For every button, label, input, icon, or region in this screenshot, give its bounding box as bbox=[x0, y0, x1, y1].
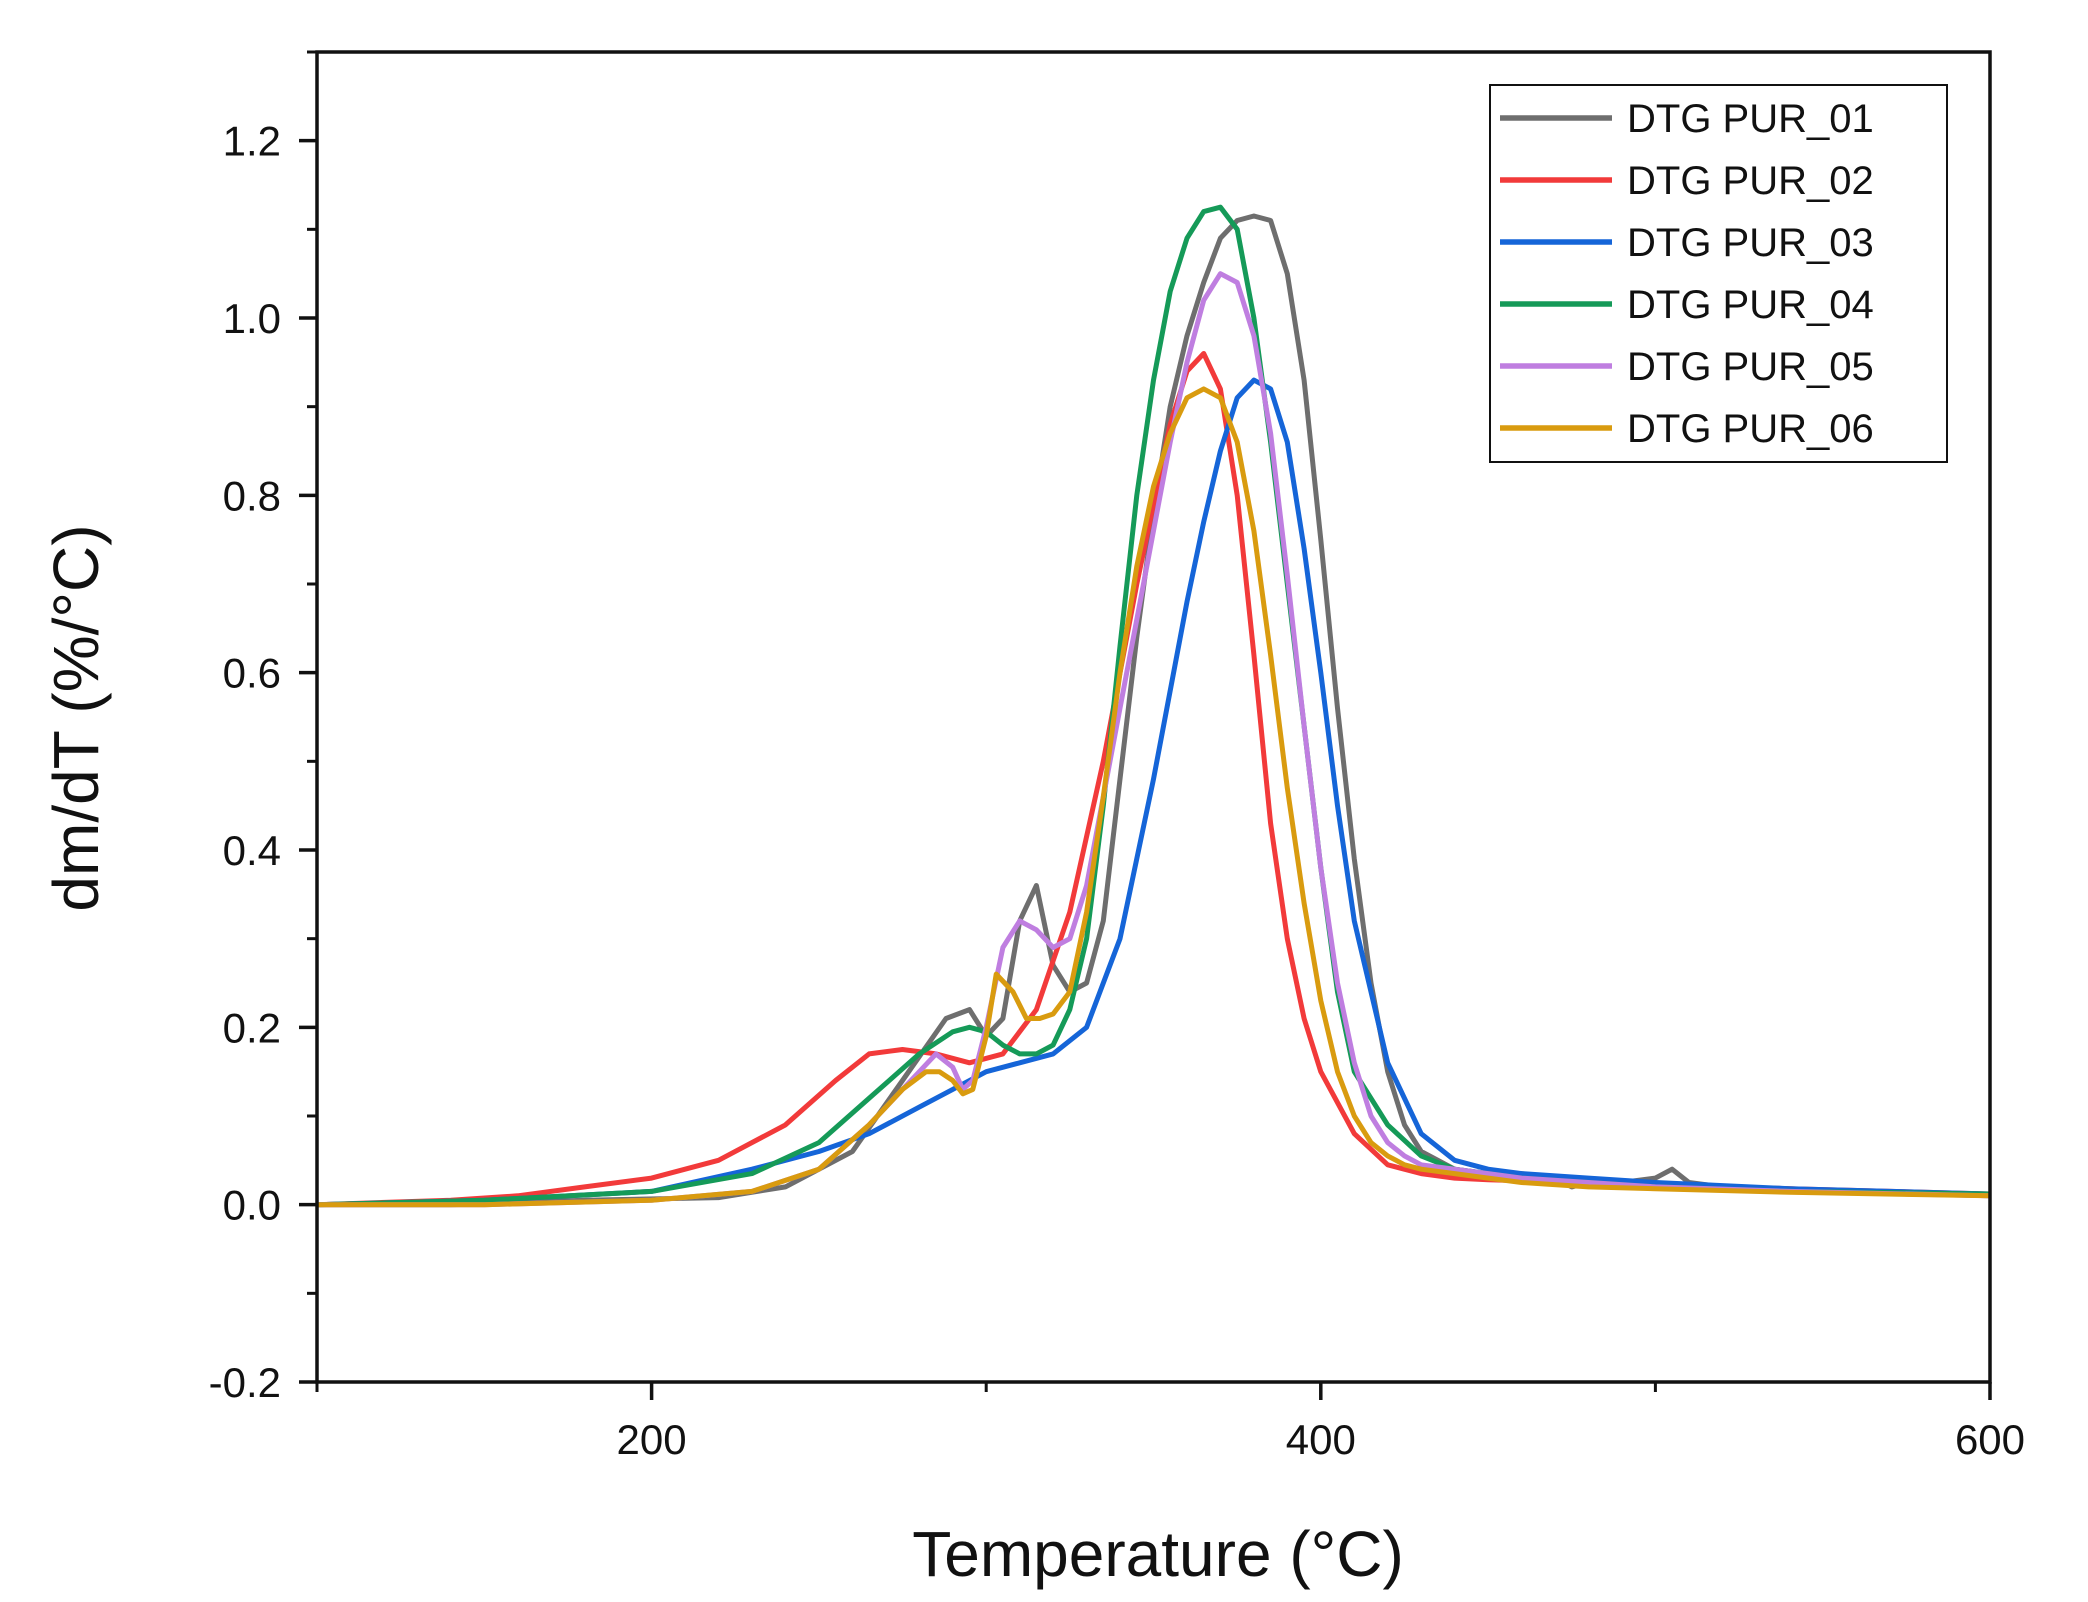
legend-label-6: DTG PUR_06 bbox=[1627, 407, 1874, 451]
y-tick-label: 0.2 bbox=[223, 1004, 281, 1051]
series-line-6 bbox=[317, 386, 1990, 1208]
x-axis-title: Temperature (°C) bbox=[912, 1518, 1404, 1590]
y-tick-label: 0.6 bbox=[223, 650, 281, 697]
y-axis-title: dm/dT (%/°C) bbox=[40, 524, 112, 911]
y-tick-label: -0.2 bbox=[209, 1359, 281, 1406]
legend: DTG PUR_01 DTG PUR_02 DTG PUR_03 DTG PUR_04… bbox=[1489, 84, 1948, 463]
y-tick-label: 0.4 bbox=[223, 827, 281, 874]
x-tick-label: 200 bbox=[617, 1416, 687, 1463]
legend-label-3: DTG PUR_03 bbox=[1627, 221, 1874, 265]
y-tick-label: 1.0 bbox=[223, 295, 281, 342]
legend-label-5: DTG PUR_05 bbox=[1627, 345, 1874, 389]
y-tick-label: 0.0 bbox=[223, 1182, 281, 1229]
legend-box bbox=[1489, 84, 1948, 463]
series-line-4 bbox=[317, 204, 1990, 1208]
series-layer bbox=[317, 204, 1990, 1208]
x-tick-label: 600 bbox=[1955, 1416, 2025, 1463]
series-line-5 bbox=[317, 271, 1990, 1208]
legend-label-2: DTG PUR_02 bbox=[1627, 159, 1874, 203]
y-tick-label: 0.8 bbox=[223, 472, 281, 519]
legend-label-4: DTG PUR_04 bbox=[1627, 283, 1874, 327]
plot-frame bbox=[315, 50, 1992, 1384]
x-tick-label: 400 bbox=[1286, 1416, 1356, 1463]
axes-layer: 200 400 600 -0.2 0.0 0.2 0.4 0.6 0.8 1.0 1.2 bbox=[209, 50, 2025, 1463]
y-tick-label: 1.2 bbox=[223, 118, 281, 165]
legend-label-1: DTG PUR_01 bbox=[1627, 97, 1874, 141]
